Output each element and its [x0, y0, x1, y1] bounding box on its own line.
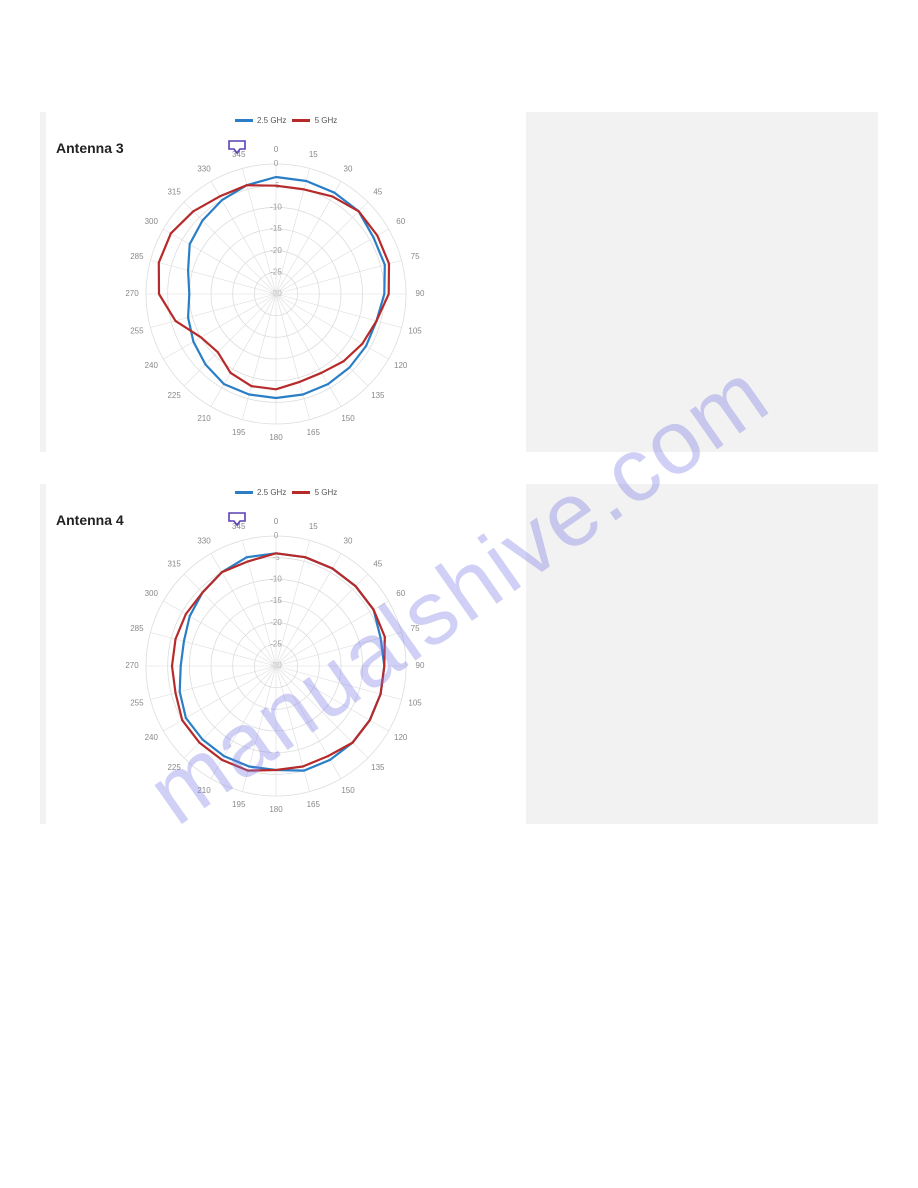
- svg-text:315: 315: [167, 187, 181, 196]
- svg-text:150: 150: [341, 786, 355, 795]
- chart-area: 2.5 GHz 5 GHz Antenna 4 -30-25-20-15-10-…: [46, 484, 526, 824]
- page: 2.5 GHz 5 GHz Antenna 3 -30-25-20-15-10-…: [0, 0, 918, 1188]
- legend-label: 5 GHz: [315, 488, 338, 497]
- svg-text:300: 300: [145, 217, 159, 226]
- svg-text:135: 135: [371, 763, 385, 772]
- svg-text:180: 180: [269, 433, 283, 442]
- svg-text:0: 0: [274, 517, 279, 526]
- legend-item: 2.5 GHz: [235, 488, 287, 497]
- svg-text:15: 15: [309, 522, 318, 531]
- svg-text:240: 240: [145, 733, 159, 742]
- legend: 2.5 GHz 5 GHz: [46, 488, 526, 497]
- svg-text:285: 285: [130, 252, 144, 261]
- svg-text:270: 270: [125, 661, 139, 670]
- polar-chart: -30-25-20-15-10-500153045607590105120135…: [116, 506, 436, 826]
- svg-text:90: 90: [416, 289, 425, 298]
- svg-text:105: 105: [408, 326, 422, 335]
- svg-text:210: 210: [197, 786, 211, 795]
- svg-text:135: 135: [371, 391, 385, 400]
- legend-label: 2.5 GHz: [257, 116, 286, 125]
- svg-text:45: 45: [373, 187, 382, 196]
- legend-item: 5 GHz: [292, 116, 337, 125]
- svg-text:270: 270: [125, 289, 139, 298]
- chart-title: Antenna 4: [56, 512, 124, 528]
- svg-text:30: 30: [344, 536, 353, 545]
- svg-text:255: 255: [130, 326, 144, 335]
- svg-text:75: 75: [411, 252, 420, 261]
- antenna-marker-icon: [228, 512, 246, 531]
- svg-text:285: 285: [130, 624, 144, 633]
- chart-area: 2.5 GHz 5 GHz Antenna 3 -30-25-20-15-10-…: [46, 112, 526, 452]
- chart-title: Antenna 3: [56, 140, 124, 156]
- svg-text:120: 120: [394, 733, 408, 742]
- svg-text:165: 165: [307, 428, 321, 437]
- svg-text:330: 330: [197, 536, 211, 545]
- antenna-marker-icon: [228, 140, 246, 159]
- svg-text:165: 165: [307, 800, 321, 809]
- svg-text:180: 180: [269, 805, 283, 814]
- svg-text:255: 255: [130, 698, 144, 707]
- svg-text:225: 225: [167, 391, 181, 400]
- svg-text:15: 15: [309, 150, 318, 159]
- svg-text:90: 90: [416, 661, 425, 670]
- svg-text:210: 210: [197, 414, 211, 423]
- svg-text:225: 225: [167, 763, 181, 772]
- legend-item: 5 GHz: [292, 488, 337, 497]
- svg-text:0: 0: [274, 145, 279, 154]
- chart-panel-antenna-4: 2.5 GHz 5 GHz Antenna 4 -30-25-20-15-10-…: [40, 484, 878, 824]
- svg-text:30: 30: [344, 164, 353, 173]
- chart-panel-antenna-3: 2.5 GHz 5 GHz Antenna 3 -30-25-20-15-10-…: [40, 112, 878, 452]
- legend-swatch: [292, 491, 310, 494]
- polar-chart: -30-25-20-15-10-500153045607590105120135…: [116, 134, 436, 454]
- svg-text:60: 60: [396, 589, 405, 598]
- svg-text:240: 240: [145, 361, 159, 370]
- svg-text:45: 45: [373, 559, 382, 568]
- legend: 2.5 GHz 5 GHz: [46, 116, 526, 125]
- legend-item: 2.5 GHz: [235, 116, 287, 125]
- svg-text:60: 60: [396, 217, 405, 226]
- svg-text:120: 120: [394, 361, 408, 370]
- svg-text:150: 150: [341, 414, 355, 423]
- svg-text:105: 105: [408, 698, 422, 707]
- legend-label: 5 GHz: [315, 116, 338, 125]
- svg-text:195: 195: [232, 800, 246, 809]
- legend-swatch: [235, 119, 253, 122]
- legend-swatch: [235, 491, 253, 494]
- svg-text:75: 75: [411, 624, 420, 633]
- legend-swatch: [292, 119, 310, 122]
- svg-text:330: 330: [197, 164, 211, 173]
- svg-text:300: 300: [145, 589, 159, 598]
- legend-label: 2.5 GHz: [257, 488, 286, 497]
- svg-text:195: 195: [232, 428, 246, 437]
- svg-text:315: 315: [167, 559, 181, 568]
